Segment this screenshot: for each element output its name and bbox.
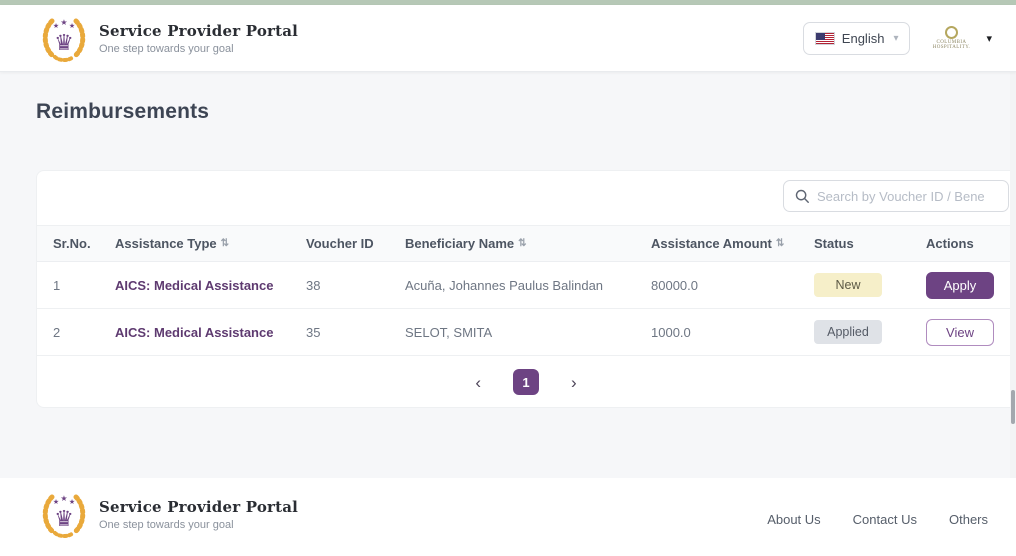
table-row: 1 AICS: Medical Assistance 38 Acuña, Johann… bbox=[37, 262, 1015, 309]
table-header-row: Sr.No. Assistance Type ⇅ Voucher ID Benefici… bbox=[37, 225, 1015, 262]
page-title: Reimbursements bbox=[36, 100, 210, 123]
cell-sr-no: 2 bbox=[53, 324, 61, 340]
sort-icon[interactable]: ⇅ bbox=[775, 237, 785, 249]
svg-text:♛: ♛ bbox=[54, 30, 74, 55]
footer-brand-tagline: One step towards your goal bbox=[99, 518, 234, 531]
language-selector[interactable]: English ▾ bbox=[802, 21, 911, 55]
column-header-assistance-type[interactable]: Assistance Type ⇅ bbox=[115, 236, 306, 251]
sort-icon[interactable]: ⇅ bbox=[518, 237, 527, 249]
reimbursements-card: Sr.No.Assistance Type⇅Voucher IDBenefici… bbox=[36, 170, 1016, 408]
org-logo: Columbia Hospitality. bbox=[928, 26, 974, 50]
search-box bbox=[783, 180, 1009, 212]
svg-text:★: ★ bbox=[69, 22, 75, 30]
column-header-label: Status bbox=[814, 236, 854, 251]
language-label: English bbox=[841, 30, 885, 46]
pagination: ‹ 1 › bbox=[37, 356, 1015, 408]
status-badge: New bbox=[814, 273, 882, 297]
search-icon bbox=[795, 189, 809, 203]
chevron-down-icon: ▾ bbox=[986, 32, 992, 45]
assistance-type-link[interactable]: AICS: Medical Assistance bbox=[115, 277, 274, 293]
svg-text:♛: ♛ bbox=[54, 506, 74, 531]
org-name-line1: Columbia bbox=[936, 40, 967, 45]
scrollbar-track[interactable] bbox=[1010, 72, 1016, 478]
pagination-prev-button[interactable]: ‹ bbox=[475, 372, 481, 392]
footer-brand-title: Service Provider Portal bbox=[99, 497, 299, 516]
cell-status: Applied bbox=[814, 320, 926, 344]
column-header-label: Actions bbox=[926, 236, 974, 251]
footer-brand: ★ ★ ★ ♛ Service Provider Portal One step… bbox=[38, 488, 298, 540]
brand-tagline: One step towards your goal bbox=[99, 42, 234, 55]
us-flag-icon bbox=[814, 31, 835, 45]
laurel-crown-logo-icon: ★ ★ ★ ♛ bbox=[42, 494, 86, 538]
pagination-next-button[interactable]: › bbox=[571, 372, 577, 392]
footer-link-about-us[interactable]: About Us bbox=[767, 512, 821, 527]
top-accent-strip bbox=[0, 0, 1016, 5]
cell-status: New bbox=[814, 273, 926, 297]
column-header-label: Sr.No. bbox=[53, 236, 91, 251]
brand: ★ ★ ★ ♛ Service Provider Portal One step… bbox=[38, 12, 298, 64]
table-body: 1 AICS: Medical Assistance 38 Acuña, Johann… bbox=[37, 262, 1015, 356]
cell-sr-no: 1 bbox=[53, 277, 61, 293]
svg-text:★: ★ bbox=[53, 22, 59, 30]
sort-icon[interactable]: ⇅ bbox=[220, 237, 230, 249]
footer-links: About Us Contact Us Others bbox=[767, 512, 988, 527]
cell-voucher-id: 35 bbox=[306, 324, 321, 340]
column-header-assistance-amount[interactable]: Assistance Amount ⇅ bbox=[651, 236, 814, 251]
cell-beneficiary-name: Acuña, Johannes Paulus Balindan bbox=[405, 277, 604, 293]
laurel-crown-logo-icon: ★ ★ ★ ♛ bbox=[42, 18, 86, 62]
pagination-page-1-button[interactable]: 1 bbox=[513, 369, 539, 395]
cell-assistance-amount: 80000.0 bbox=[651, 277, 698, 293]
cell-assistance-amount: 1000.0 bbox=[651, 324, 691, 340]
cell-actions: Apply bbox=[926, 271, 1015, 299]
card-toolbar bbox=[37, 171, 1015, 225]
table-row: 2 AICS: Medical Assistance 35 SELOT, SMITA 1… bbox=[37, 309, 1015, 356]
org-name-line2: Hospitality. bbox=[932, 45, 971, 50]
svg-text:★: ★ bbox=[60, 494, 67, 503]
column-header-actions: Actions bbox=[926, 236, 1015, 251]
main-content: Reimbursements Sr.No.Assistance Type⇅Vou… bbox=[0, 72, 1016, 478]
footer-link-contact-us[interactable]: Contact Us bbox=[852, 512, 917, 527]
search-input[interactable] bbox=[817, 188, 1000, 204]
column-header-status: Status bbox=[814, 236, 926, 251]
column-header-label: Assistance Type bbox=[115, 236, 217, 251]
column-header-sr-no-: Sr.No. bbox=[53, 236, 115, 251]
account-menu[interactable]: Columbia Hospitality. ▾ bbox=[928, 26, 992, 50]
assistance-type-link[interactable]: AICS: Medical Assistance bbox=[115, 324, 274, 340]
app-footer: ★ ★ ★ ♛ Service Provider Portal One step… bbox=[0, 478, 1016, 556]
apply-button[interactable]: Apply bbox=[926, 271, 994, 299]
column-header-beneficiary-name[interactable]: Beneficiary Name ⇅ bbox=[405, 236, 651, 251]
column-header-label: Voucher ID bbox=[306, 236, 374, 251]
column-header-voucher-id: Voucher ID bbox=[306, 236, 405, 251]
svg-text:★: ★ bbox=[69, 498, 75, 506]
svg-text:★: ★ bbox=[53, 498, 59, 506]
scrollbar-thumb[interactable] bbox=[1011, 390, 1015, 424]
svg-text:★: ★ bbox=[60, 18, 67, 27]
footer-link-others[interactable]: Others bbox=[948, 512, 988, 527]
org-ring-icon bbox=[944, 26, 958, 39]
view-button[interactable]: View bbox=[926, 318, 994, 346]
column-header-label: Beneficiary Name bbox=[405, 236, 515, 251]
status-badge: Applied bbox=[814, 320, 882, 344]
column-header-label: Assistance Amount bbox=[651, 236, 772, 251]
chevron-down-icon: ▾ bbox=[893, 32, 899, 44]
cell-actions: View bbox=[926, 318, 1015, 346]
cell-beneficiary-name: SELOT, SMITA bbox=[405, 324, 493, 340]
cell-voucher-id: 38 bbox=[306, 277, 321, 293]
app-header: ★ ★ ★ ♛ Service Provider Portal One step… bbox=[0, 5, 1016, 72]
brand-title: Service Provider Portal bbox=[99, 21, 299, 40]
